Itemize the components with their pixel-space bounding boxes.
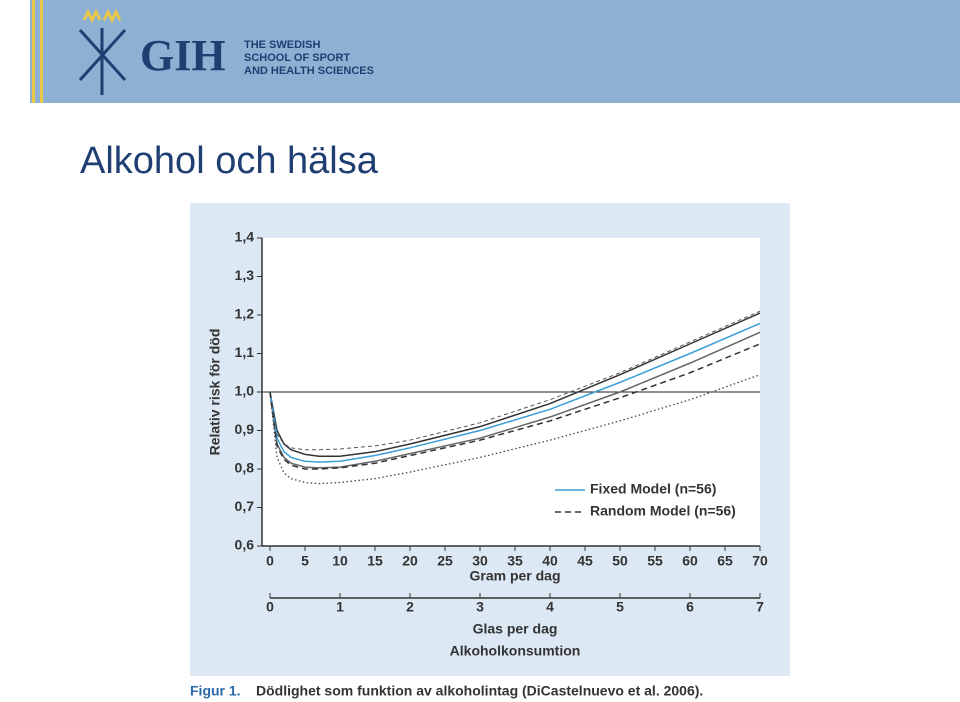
x-tick-label: 65: [717, 553, 733, 569]
caption-label: Figur 1.: [190, 683, 241, 699]
y-tick-label: 1,2: [235, 306, 255, 322]
x2-axis-label: Glas per dag: [473, 621, 558, 637]
caption-text: Dödlighet som funktion av alkoholintag (…: [256, 683, 703, 699]
x2-tick-label: 2: [406, 599, 414, 615]
x-axis-label: Gram per dag: [469, 568, 560, 584]
logo-line: AND HEALTH SCIENCES: [244, 65, 374, 77]
y-tick-label: 1,3: [235, 267, 255, 283]
x-tick-label: 40: [542, 553, 558, 569]
x2-tick-label: 5: [616, 599, 624, 615]
x-tick-label: 70: [752, 553, 768, 569]
header-stripe: [40, 0, 43, 103]
x-tick-label: 45: [577, 553, 593, 569]
x2-tick-label: 1: [336, 599, 344, 615]
y-tick-label: 0,7: [235, 498, 255, 514]
x2-tick-label: 3: [476, 599, 484, 615]
x2-tick-label: 0: [266, 599, 274, 615]
y-tick-label: 1,4: [235, 229, 255, 245]
logo-line: THE SWEDISH: [244, 39, 320, 51]
chart: 0,60,70,80,91,01,11,21,31,40 5 10 15 20 25 30 3…: [207, 229, 768, 659]
x-tick-label: 15: [367, 553, 383, 569]
x-tick-label: 60: [682, 553, 698, 569]
series-line: [269, 331, 761, 469]
x-tick-label: 50: [612, 553, 628, 569]
x2-tick-label: 7: [756, 599, 764, 615]
x-tick-label: 0: [266, 553, 274, 569]
series-line: [269, 322, 761, 463]
x-tick-label: 35: [507, 553, 523, 569]
footer-label: Alkoholkonsumtion: [450, 643, 581, 659]
logo-line: SCHOOL OF SPORT: [244, 52, 350, 64]
y-tick-label: 0,6: [235, 537, 255, 553]
series-line: [269, 374, 761, 485]
logo-abbr: GIH: [140, 31, 226, 80]
x2-tick-label: 4: [546, 599, 554, 615]
series-line: [269, 310, 761, 451]
legend-label: Random Model (n=56): [590, 503, 736, 519]
y-axis-label: Relativ risk för död: [207, 329, 223, 456]
y-tick-label: 0,8: [235, 460, 255, 476]
legend-label: Fixed Model (n=56): [590, 481, 716, 497]
header-left: [0, 0, 30, 103]
logo-icon: [78, 8, 127, 95]
y-tick-label: 1,0: [235, 383, 255, 399]
y-tick-label: 0,9: [235, 421, 255, 437]
x-tick-label: 30: [472, 553, 488, 569]
x-tick-label: 20: [402, 553, 418, 569]
x-tick-label: 55: [647, 553, 663, 569]
x-tick-label: 25: [437, 553, 453, 569]
x2-tick-label: 6: [686, 599, 694, 615]
series-line: [269, 343, 761, 470]
header-stripe: [32, 0, 35, 103]
y-tick-label: 1,1: [235, 344, 255, 360]
x-tick-label: 5: [301, 553, 309, 569]
x-tick-label: 10: [332, 553, 348, 569]
slide-title: Alkohol och hälsa: [80, 140, 379, 182]
header-band: [0, 0, 960, 103]
